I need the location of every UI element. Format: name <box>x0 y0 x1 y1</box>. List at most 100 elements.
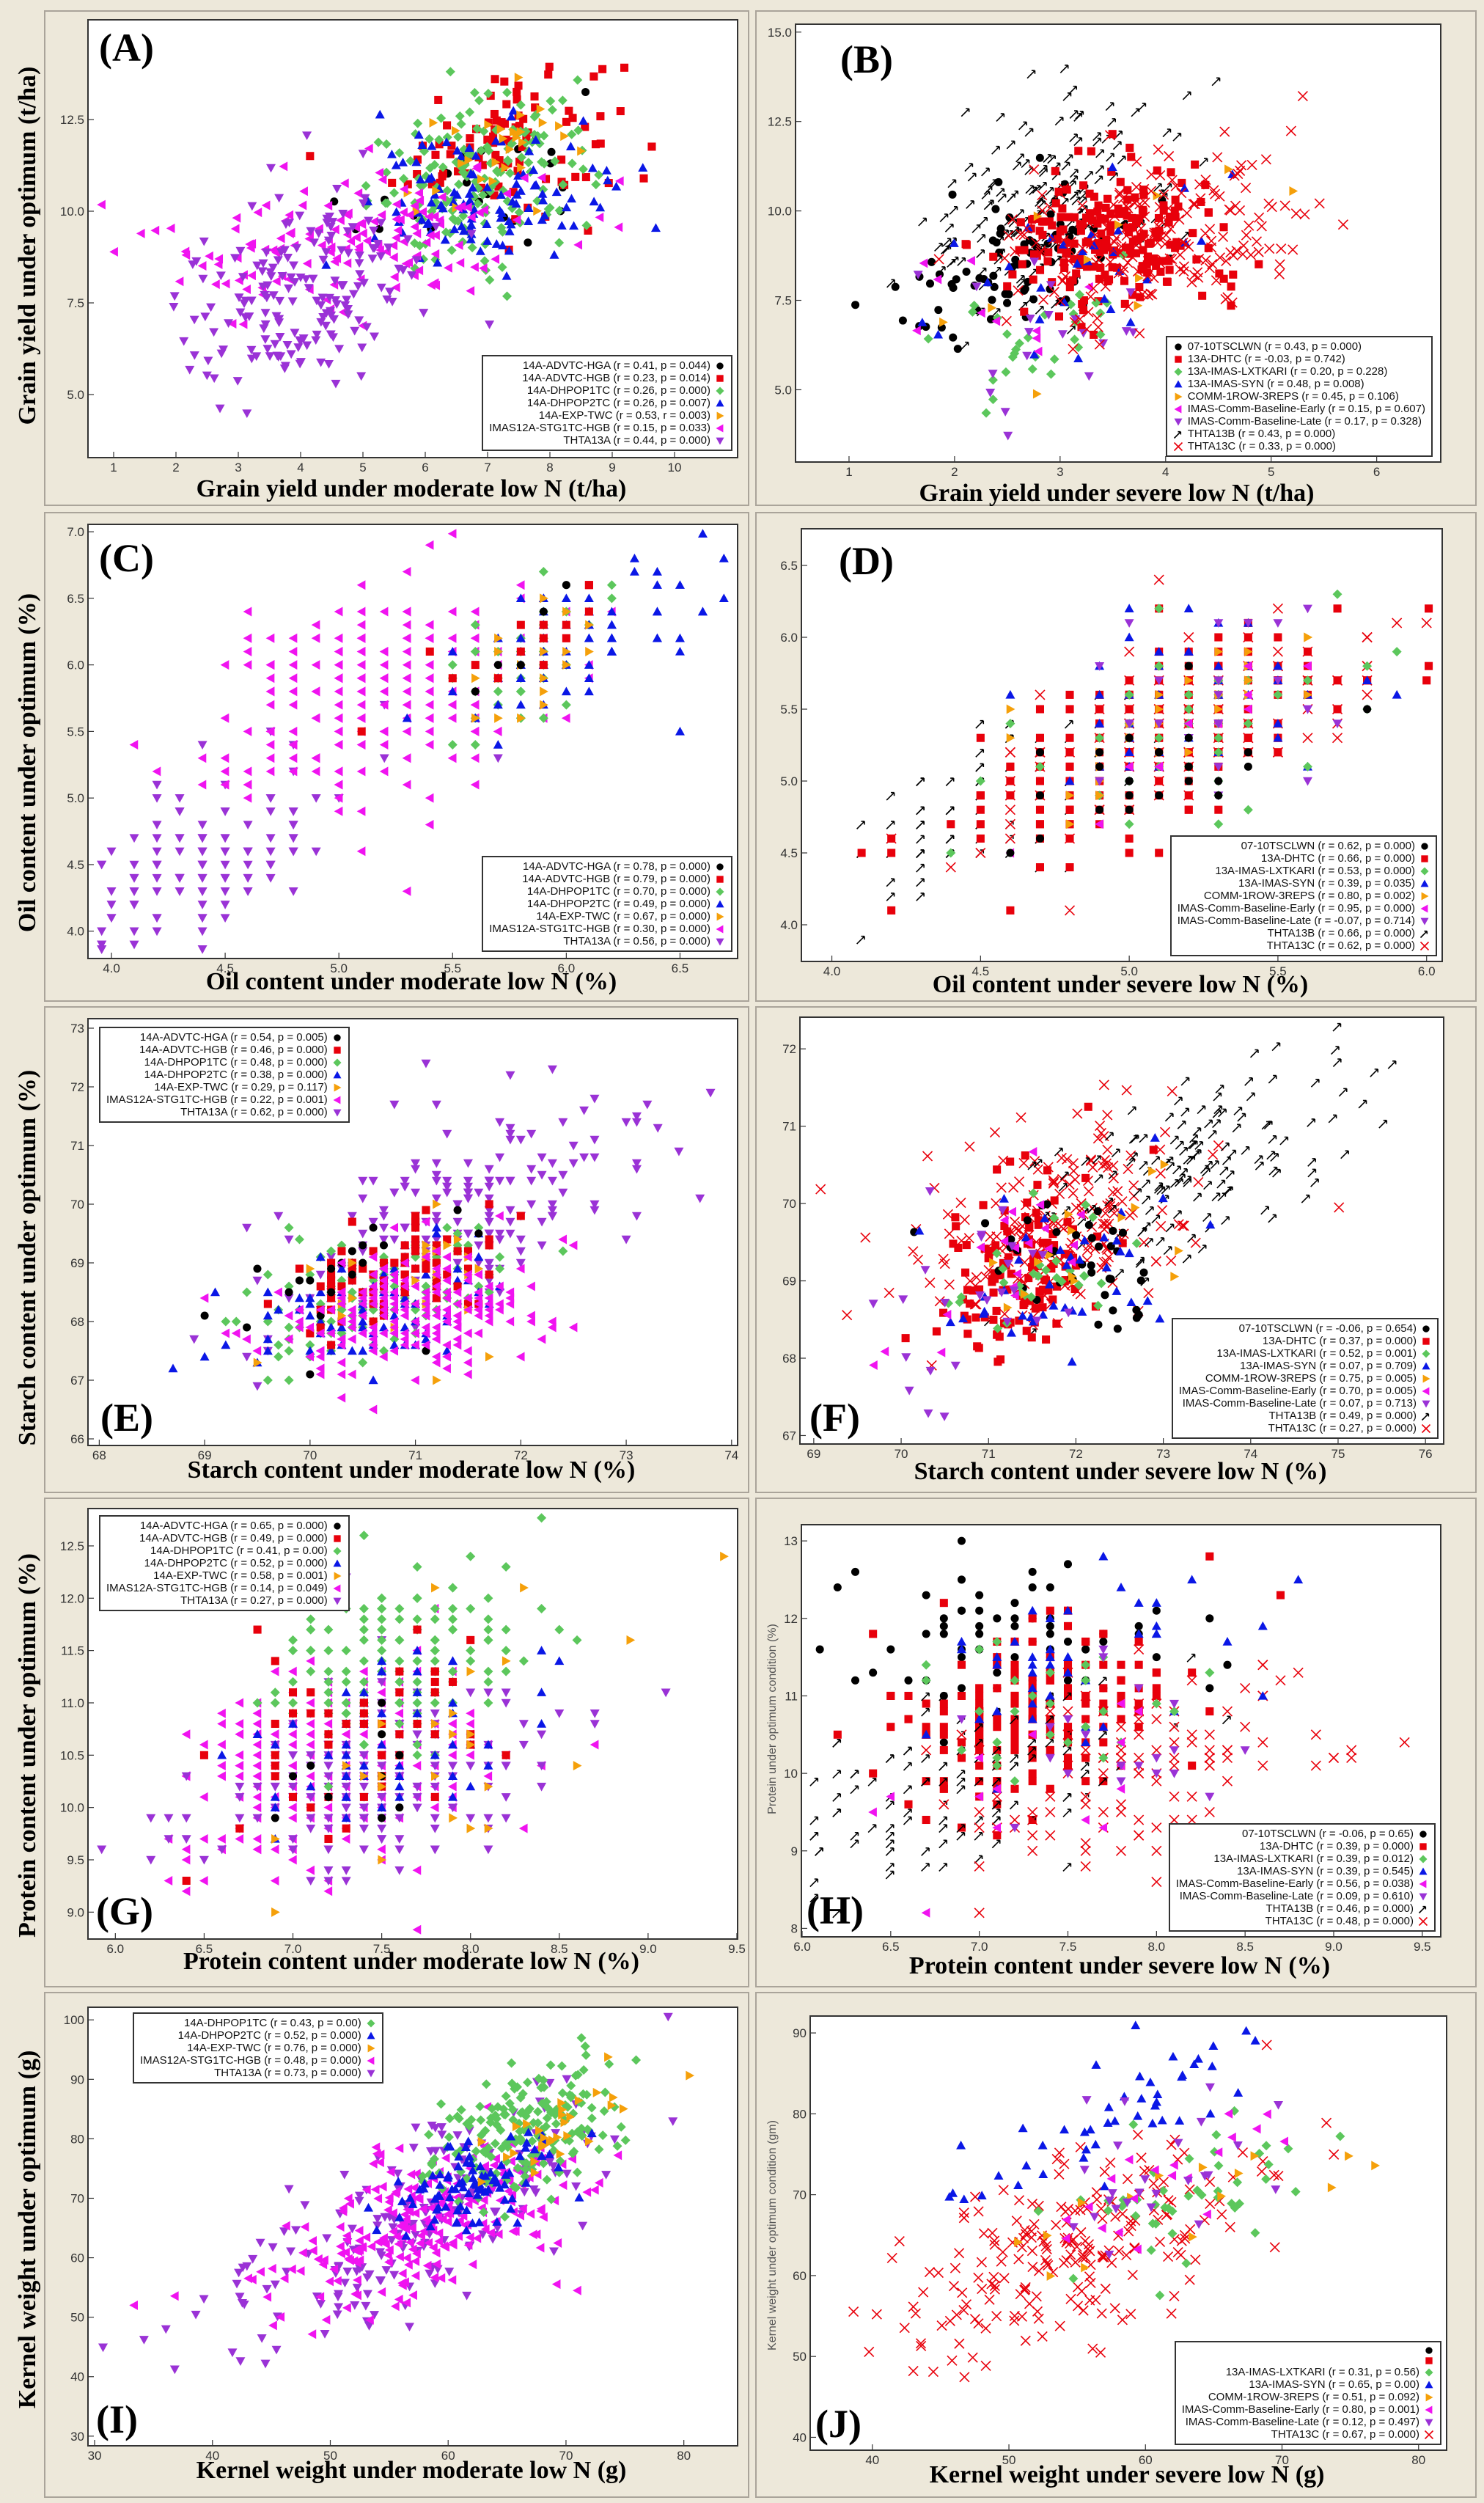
data-point <box>311 766 320 777</box>
data-point <box>1362 675 1373 684</box>
data-point <box>1192 255 1201 264</box>
data-point <box>1094 175 1103 185</box>
legend-entry: 13A-DHTC (r = -0.03, p = 0.742) <box>1173 353 1425 365</box>
data-point <box>295 211 305 221</box>
data-point <box>558 1170 568 1180</box>
data-point <box>327 1294 336 1302</box>
data-point <box>389 1269 399 1280</box>
data-point <box>473 199 483 209</box>
data-point <box>1165 1162 1175 1171</box>
data-point <box>515 1247 526 1256</box>
data-point <box>338 209 348 219</box>
data-point <box>411 1159 421 1168</box>
data-point <box>356 219 365 229</box>
legend-label: 14A-ADVTC-HGA (r = 0.54, p = 0.005) <box>139 1031 328 1044</box>
data-point <box>971 1313 980 1322</box>
data-point <box>294 1305 304 1315</box>
data-point <box>606 620 617 629</box>
data-point <box>1155 1313 1165 1323</box>
data-point <box>480 256 490 266</box>
data-point <box>1124 675 1135 686</box>
data-point <box>485 1241 493 1250</box>
data-point <box>1018 230 1029 241</box>
data-point <box>568 1322 578 1333</box>
data-point <box>562 581 570 590</box>
data-point <box>999 1194 1009 1203</box>
data-point <box>1002 329 1012 340</box>
data-point <box>327 1258 336 1267</box>
data-point <box>933 274 942 285</box>
data-point <box>389 1100 400 1110</box>
x-tick-label: 69 <box>807 1447 820 1461</box>
data-point <box>1070 239 1079 248</box>
data-point <box>308 274 318 284</box>
data-point <box>999 1278 1009 1288</box>
series-14a-dhpop1tc <box>252 1513 582 1792</box>
data-point <box>561 700 571 710</box>
data-point <box>495 1252 505 1262</box>
data-point <box>945 806 955 816</box>
data-point <box>327 1341 336 1349</box>
x-tick-label: 4.5 <box>216 961 234 975</box>
legend-entry: IMAS12A-STG1TC-HGB (r = 0.15, p = 0.033) <box>489 422 725 434</box>
data-point <box>348 223 358 232</box>
data-point <box>181 1814 191 1823</box>
data-point <box>323 1772 334 1781</box>
legend-label: 13A-IMAS-LXTKARI (r = 0.20, p = 0.228) <box>1187 365 1388 378</box>
data-point <box>589 1206 600 1215</box>
data-point <box>351 222 361 232</box>
data-point <box>348 1276 356 1285</box>
data-point <box>989 1258 998 1268</box>
data-point <box>695 1194 705 1203</box>
data-point <box>1091 298 1101 308</box>
data-point <box>412 1740 422 1750</box>
data-point <box>235 1729 244 1740</box>
data-point <box>1035 761 1045 772</box>
data-point <box>444 263 452 273</box>
x-tick-label: 74 <box>724 1448 738 1462</box>
data-point <box>1035 1287 1044 1296</box>
data-point <box>958 1313 969 1323</box>
data-point <box>483 1845 493 1855</box>
data-point <box>1170 206 1179 215</box>
data-point <box>252 1698 262 1708</box>
data-point <box>341 1740 351 1749</box>
data-point <box>323 1624 334 1635</box>
data-point <box>1132 265 1144 277</box>
data-point <box>339 178 349 188</box>
data-point <box>1059 1171 1069 1181</box>
data-point <box>360 194 370 203</box>
data-point <box>916 893 925 901</box>
data-point <box>305 1346 315 1355</box>
data-point <box>1106 304 1116 314</box>
data-point <box>1074 290 1084 300</box>
data-point <box>547 1176 557 1186</box>
data-point <box>1124 719 1134 729</box>
data-point <box>573 240 583 250</box>
data-point <box>1117 193 1128 204</box>
data-point <box>235 1750 244 1760</box>
data-point <box>1043 1200 1051 1209</box>
data-point <box>933 329 944 339</box>
legend-entry: 13A-IMAS-SYN (r = 0.39, p = 0.035) <box>1178 877 1430 890</box>
data-point <box>1014 338 1024 348</box>
data-point <box>265 700 275 710</box>
data-point <box>220 914 230 923</box>
data-point <box>478 263 488 274</box>
data-point <box>235 1761 244 1771</box>
x-tick-label: 8 <box>546 461 553 474</box>
data-point <box>569 221 579 230</box>
data-point <box>434 134 444 144</box>
y-tick-label: 9.0 <box>67 1905 84 1919</box>
data-point <box>886 833 897 844</box>
data-point <box>389 1316 399 1327</box>
x-tick-label: 6.5 <box>672 961 689 975</box>
data-point <box>306 1781 316 1791</box>
data-point <box>1098 215 1106 224</box>
data-point <box>447 1698 458 1707</box>
data-point <box>306 152 315 161</box>
legend-entry: 13A-DHTC (r = 0.37, p = 0.000) <box>1179 1335 1431 1347</box>
data-point <box>539 634 548 642</box>
data-point <box>402 660 411 670</box>
data-point <box>1170 1272 1180 1282</box>
